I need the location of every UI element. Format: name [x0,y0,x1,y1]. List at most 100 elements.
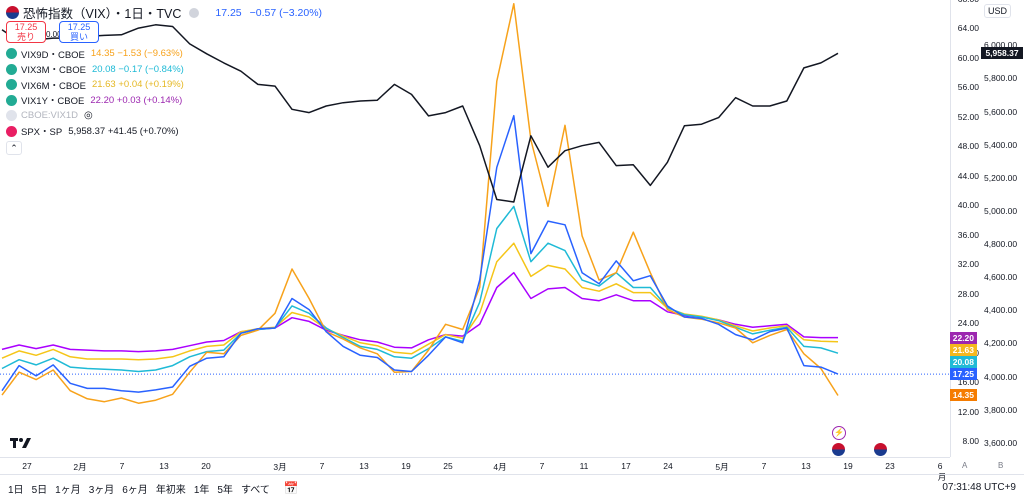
time-axis-tick: 11 [579,461,589,471]
time-axis-tick: 7 [761,461,767,471]
symbol-title[interactable]: 恐怖指数（VIX）・1日・TVC [23,7,182,21]
eye-hidden-icon[interactable]: ◎ [84,110,93,122]
date-range-icon[interactable]: 📅 [283,481,299,495]
clock[interactable]: 07:31:48 UTC+9 [942,482,1016,493]
legend-row-vix9d[interactable]: VIX9D・CBOE 14.35 −1.53 (−9.63%) [6,46,184,62]
status-dot-icon [189,7,200,18]
eye-icon[interactable] [6,94,17,106]
series-line-spx-sp[interactable] [1,24,839,203]
time-axis-tick: 17 [621,461,631,471]
range-all[interactable]: すべて [240,484,270,496]
time-axis-tick: 7 [319,461,325,471]
left-axis-tick: 16.00 [957,377,979,388]
time-axis-tick: 24 [663,461,673,471]
us-event-flag-icon[interactable] [874,443,887,456]
left-axis-tick: 56.00 [957,82,979,93]
right-axis-tick: 5,600.00 [984,106,1018,117]
legend-value: 22.20 [90,94,115,106]
right-axis-tick: 5,400.00 [984,139,1018,150]
legend-value: 21.63 [91,79,116,91]
legend-row-vix1d[interactable]: CBOE:VIX1D ◎ [6,108,184,124]
legend-name: CBOE:VIX1D [21,110,79,122]
legend-change: +41.45 (+0.70%) [107,125,179,137]
spx-symbol-icon[interactable] [6,125,17,137]
time-axis-tick: 20 [201,461,211,471]
legend-rows: VIX9D・CBOE 14.35 −1.53 (−9.63%) VIX3M・CB… [6,46,184,155]
right-axis-tick: 4,600.00 [984,272,1018,283]
left-axis-tick: 28.00 [957,288,979,299]
left-price-axis[interactable]: 68.00 64.00 60.00 56.00 52.00 48.00 44.00 40.00… [949,0,981,457]
left-axis-value-badge: 20.08 [949,355,977,368]
hidden-series-icon[interactable] [6,110,17,122]
eye-icon[interactable] [6,48,17,60]
right-axis-tick: 3,800.00 [984,404,1018,415]
range-6m[interactable]: 6ヶ月 [122,484,148,496]
series-line-vix6m-cboe[interactable] [1,242,839,361]
time-axis-tick: 4月 [493,462,507,472]
header-price: 17.25 [215,6,242,19]
legend-row-spx[interactable]: SPX・SP 5,958.37 +41.45 (+0.70%) [6,124,184,140]
left-axis-value-badge: 21.63 [949,343,977,356]
range-3m[interactable]: 3ヶ月 [88,484,115,496]
right-price-axis[interactable]: USD 6,000.00 5,800.00 5,600.00 5,400.00 5,20… [980,0,1024,457]
auto-scale-button[interactable]: A [962,461,968,470]
time-axis-tick: 27 [22,461,32,471]
time-axis-tick: 13 [159,461,169,471]
event-lightning-icon[interactable]: ⚡ [832,426,846,440]
currency-selector[interactable]: USD [984,4,1012,18]
legend-title-row[interactable]: 恐怖指数（VIX）・1日・TVC 17.25 −0.57 (−3.20%) [6,3,322,22]
header-change: −0.57 (−3.20%) [249,6,323,19]
buy-price: 17.25 [67,22,91,32]
legend-value: 5,958.37 [68,125,106,137]
scale-b-button[interactable]: B [998,461,1004,470]
time-axis-tick: 23 [885,461,895,471]
legend-row-vix6m[interactable]: VIX6M・CBOE 21.63 +0.04 (+0.19%) [6,77,184,93]
series-line-vix[interactable] [1,114,839,393]
time-axis-tick: 25 [443,461,453,471]
sell-button[interactable]: 17.25 売り [6,21,46,43]
time-axis[interactable]: 27 2月 7 13 20 3月 7 13 19 25 4月 7 11 17 24 5月 7 13 19 23 6月 [0,457,950,482]
series-line-vix3m-cboe[interactable] [1,205,839,373]
range-1d[interactable]: 1日 [8,484,24,496]
legend-change: +0.04 (+0.19%) [118,79,184,91]
chart-plot[interactable] [0,0,950,457]
legend-name: VIX3M・CBOE [21,65,86,77]
buy-label: 買い [69,32,88,42]
right-axis-tick: 4,800.00 [984,239,1018,250]
left-axis-tick: 48.00 [957,141,979,152]
left-axis-tick: 60.00 [957,52,979,63]
right-axis-tick: 5,200.00 [984,172,1018,183]
us-event-flag-icon[interactable] [832,443,845,456]
buy-button[interactable]: 17.25 買い [59,21,99,43]
legend-row-vix1y[interactable]: VIX1Y・CBOE 22.20 +0.03 (+0.14%) [6,93,184,109]
time-axis-tick: 19 [843,461,853,471]
legend-change: −1.53 (−9.63%) [117,48,183,60]
chart-area[interactable] [0,0,950,457]
sell-price: 17.25 [14,22,38,32]
legend-name: SPX・SP [21,127,63,139]
left-axis-tick: 36.00 [957,229,979,240]
legend-name: VIX6M・CBOE [21,80,86,92]
range-1y[interactable]: 1年 [193,484,210,496]
legend-row-vix3m[interactable]: VIX3M・CBOE 20.08 −0.17 (−0.84%) [6,62,184,78]
time-axis-tick: 3月 [273,462,287,472]
time-axis-tick: 13 [359,461,369,471]
eye-icon[interactable] [6,63,17,75]
time-axis-tick: 19 [401,461,411,471]
left-axis-tick: 52.00 [957,111,979,122]
collapse-legend-button[interactable]: ⌃ [6,141,22,155]
range-1m[interactable]: 1ヶ月 [55,484,81,496]
time-axis-tick: 13 [801,461,811,471]
eye-icon[interactable] [6,79,17,91]
right-axis-tick: 4,400.00 [984,305,1018,316]
time-axis-tick: 2月 [73,462,87,472]
left-axis-tick: 68.00 [958,0,979,4]
legend-change: −0.17 (−0.84%) [118,63,184,75]
range-5d[interactable]: 5日 [31,484,48,496]
time-axis-tick: 5月 [715,462,729,472]
left-axis-value-badge: 17.25 [949,368,977,381]
series-line-vix1y-cboe[interactable] [1,271,838,353]
range-5y[interactable]: 5年 [217,484,233,496]
legend-name: VIX1Y・CBOE [21,96,85,108]
range-ytd[interactable]: 年初来 [155,484,186,496]
